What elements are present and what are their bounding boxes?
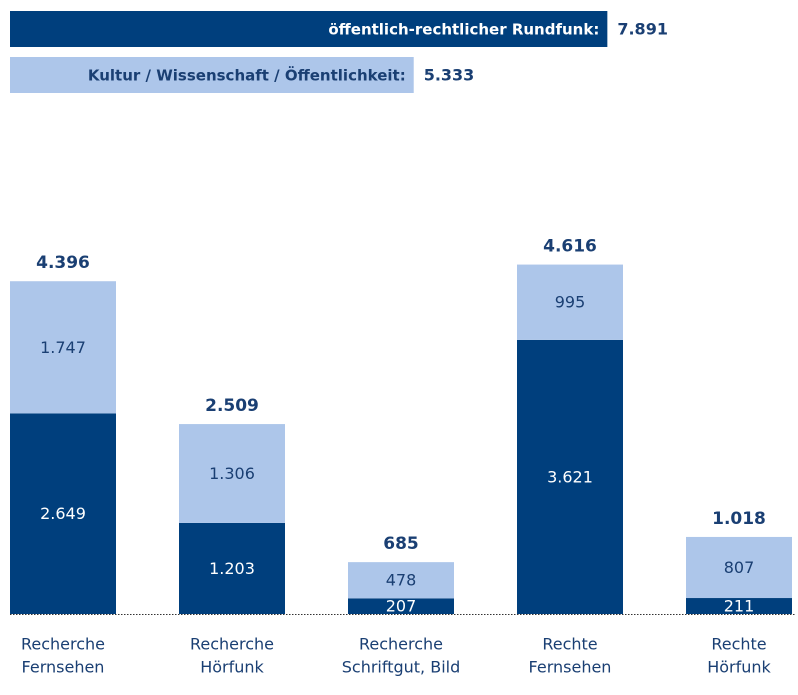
x-tick-label: Hörfunk [707, 658, 771, 677]
total-label: 1.018 [712, 509, 766, 529]
value-label: 995 [555, 293, 586, 312]
value-label: 807 [724, 558, 755, 577]
x-tick-label: Recherche [190, 635, 274, 654]
legend-label: Kultur / Wissenschaft / Öffentlichkeit: [88, 66, 406, 85]
x-tick-label: Hörfunk [200, 658, 264, 677]
value-label: 1.203 [209, 559, 255, 578]
x-tick-label: Rechte [542, 635, 597, 654]
value-label: 1.306 [209, 464, 255, 483]
bar-segment [10, 413, 116, 614]
legend-label: öffentlich-rechtlicher Rundfunk: [328, 21, 599, 39]
bar-segment [517, 339, 623, 614]
x-tick-label: Rechte [711, 635, 766, 654]
legend-bar [10, 57, 414, 93]
legend-total: 5.333 [424, 66, 475, 85]
bar-segment [10, 281, 116, 414]
x-tick-label: Schriftgut, Bild [342, 658, 461, 677]
value-label: 478 [386, 571, 417, 590]
total-label: 4.616 [543, 237, 597, 257]
value-label: 1.747 [40, 338, 86, 357]
value-label: 211 [724, 597, 755, 616]
bar-segment [179, 424, 285, 523]
bar-segment [179, 522, 285, 614]
value-label: 207 [386, 597, 417, 616]
total-label: 685 [383, 534, 419, 554]
total-label: 2.509 [205, 396, 259, 416]
value-label: 2.649 [40, 504, 86, 523]
bar-segment [348, 598, 454, 614]
bar-segment [686, 536, 792, 599]
x-tick-label: Recherche [359, 635, 443, 654]
legend-bar [10, 11, 608, 47]
x-tick-label: Fernsehen [22, 658, 105, 677]
bar-segment [517, 264, 623, 340]
x-tick-label: Recherche [21, 635, 105, 654]
value-label: 3.621 [547, 467, 593, 486]
legend-total: 7.891 [617, 20, 668, 39]
bar-segment [348, 562, 454, 599]
bar-segment [686, 598, 792, 614]
x-tick-label: Fernsehen [529, 658, 612, 677]
total-label: 4.396 [36, 253, 90, 273]
